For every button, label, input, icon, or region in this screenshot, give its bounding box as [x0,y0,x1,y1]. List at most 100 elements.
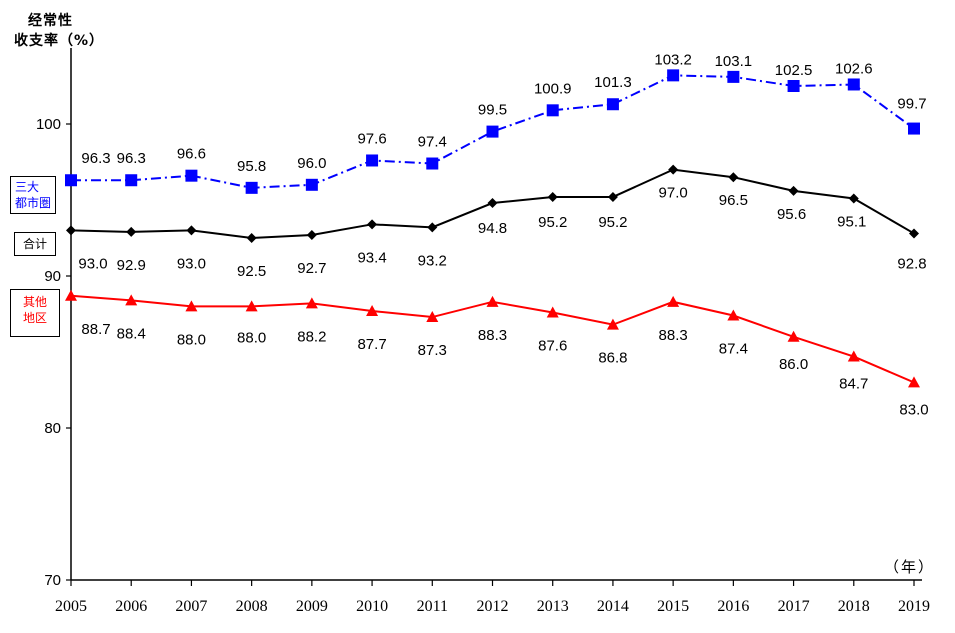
legend-other-line-1: 其他 [23,295,48,309]
x-tick-label-2012: 2012 [477,598,509,615]
x-tick-label-2014: 2014 [597,598,629,615]
diamond-marker-total-2005 [66,225,76,236]
data-label-three-metro-2015: 103.2 [654,51,692,68]
x-tick-label-2018: 2018 [838,598,870,615]
data-label-other-regions-2008: 88.0 [237,329,266,346]
data-label-total-2007: 93.0 [177,255,206,272]
data-label-three-metro-2019: 99.7 [897,96,926,113]
data-label-other-regions-2005: 88.7 [81,321,110,338]
legend-other-line-2: 地区 [23,311,48,325]
y-tick-label-90: 90 [44,268,61,285]
x-tick-label-2011: 2011 [417,598,448,615]
data-label-three-metro-2018: 102.6 [835,60,873,77]
triangle-marker-other-regions-2013 [546,306,559,318]
data-label-total-2018: 95.1 [837,213,866,230]
y-tick-label-80: 80 [44,420,61,437]
triangle-marker-other-regions-2011 [426,311,439,323]
diamond-marker-total-2009 [306,229,317,240]
diamond-marker-total-2015 [668,164,679,175]
data-label-three-metro-2013: 100.9 [534,80,572,97]
data-label-three-metro-2011: 97.4 [418,134,447,151]
y-axis-title-line-2: 收支率（%） [14,33,105,49]
data-label-other-regions-2010: 87.7 [357,336,386,353]
x-tick-label-2005: 2005 [55,598,87,615]
diamond-marker-total-2008 [246,233,257,243]
diamond-marker-total-2007 [186,225,197,236]
square-marker-three-metro-2018 [847,78,860,91]
legend-total-line-1: 合计 [23,237,48,251]
diamond-marker-total-2018 [848,193,859,204]
triangle-marker-other-regions-2005 [65,289,77,301]
triangle-marker-other-regions-2015 [667,295,680,307]
triangle-marker-other-regions-2007 [185,300,198,312]
x-tick-label-2008: 2008 [236,598,268,615]
square-marker-three-metro-2007 [185,169,198,182]
diamond-marker-total-2019 [909,228,919,239]
triangle-marker-other-regions-2018 [847,350,860,362]
triangle-marker-other-regions-2016 [727,309,740,321]
x-tick-label-2013: 2013 [537,598,569,615]
data-label-other-regions-2012: 88.3 [478,327,507,344]
square-marker-three-metro-2006 [125,174,138,187]
data-label-total-2011: 93.2 [418,252,447,269]
diamond-marker-total-2011 [427,222,438,233]
square-marker-three-metro-2017 [787,80,800,92]
diamond-marker-total-2012 [487,198,498,209]
diamond-marker-total-2013 [547,191,558,202]
x-tick-label-2009: 2009 [296,598,328,615]
legend-other-regions: 其他 地区 [10,289,61,337]
data-label-three-metro-2010: 97.6 [357,130,386,147]
square-marker-three-metro-2015 [667,69,680,82]
diamond-marker-total-2006 [126,226,137,237]
x-tick-label-2017: 2017 [778,598,810,615]
data-label-three-metro-2017: 102.5 [775,62,813,79]
data-label-total-2014: 95.2 [598,214,627,231]
triangle-marker-other-regions-2006 [125,294,138,306]
data-label-three-metro-2009: 96.0 [297,155,326,172]
triangle-marker-other-regions-2010 [366,304,379,316]
triangle-marker-other-regions-2009 [305,297,318,309]
data-label-total-2006: 92.9 [117,257,146,274]
data-label-other-regions-2009: 88.2 [297,328,326,345]
data-label-total-2010: 93.4 [357,249,386,266]
legend-three-metro-line-2: 都市圏 [15,196,52,210]
x-tick-label-2006: 2006 [115,598,147,615]
y-axis-title-line-1: 经常性 [28,13,73,29]
y-tick-label-70: 70 [44,572,61,589]
data-label-three-metro-2008: 95.8 [237,158,266,175]
x-tick-label-2007: 2007 [175,598,207,615]
square-marker-three-metro-2005 [65,174,77,187]
diamond-marker-total-2010 [367,219,378,230]
data-label-other-regions-2019: 83.0 [899,401,928,418]
diamond-marker-total-2014 [607,191,618,202]
legend-three-metro: 三大 都市圏 [10,176,57,214]
data-label-other-regions-2006: 88.4 [117,325,146,342]
data-label-total-2005: 93.0 [78,255,107,272]
legend-total: 合计 [14,232,57,256]
triangle-marker-other-regions-2012 [486,295,499,307]
triangle-marker-other-regions-2008 [245,300,258,312]
data-label-three-metro-2014: 101.3 [594,74,632,91]
data-label-total-2017: 95.6 [777,206,806,223]
square-marker-three-metro-2016 [727,70,740,83]
triangle-marker-other-regions-2019 [908,376,920,388]
square-marker-three-metro-2013 [546,104,559,117]
triangle-marker-other-regions-2014 [606,318,619,330]
data-label-total-2009: 92.7 [297,260,326,277]
y-tick-label-100: 100 [36,116,61,133]
legend-three-metro-line-1: 三大 [15,180,40,194]
data-label-three-metro-2016: 103.1 [715,53,753,70]
data-label-total-2008: 92.5 [237,263,266,280]
x-tick-label-2010: 2010 [356,598,388,615]
data-label-total-2013: 95.2 [538,214,567,231]
square-marker-three-metro-2014 [606,98,619,111]
data-label-total-2019: 92.8 [897,255,926,272]
x-axis-unit: （年） [884,558,936,576]
data-label-three-metro-2012: 99.5 [478,102,507,119]
data-label-three-metro-2005: 96.3 [81,150,110,167]
data-label-three-metro-2006: 96.3 [117,150,146,167]
triangle-marker-other-regions-2017 [787,330,800,342]
data-label-other-regions-2007: 88.0 [177,331,206,348]
